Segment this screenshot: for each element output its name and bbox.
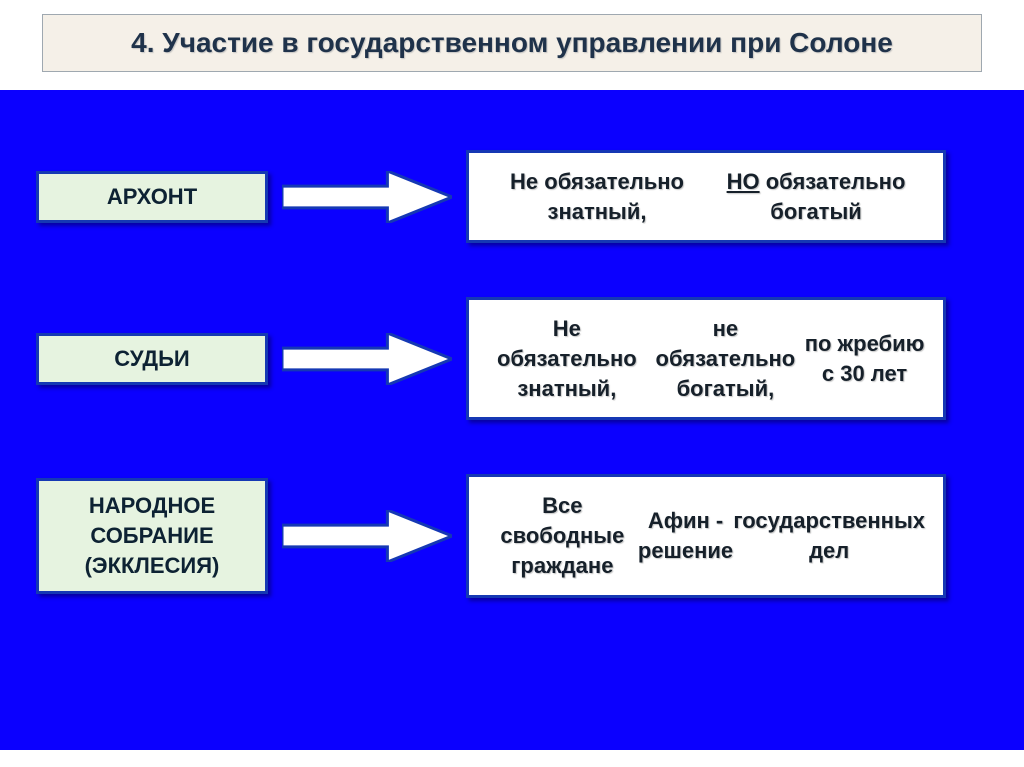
arrow-slot (268, 171, 466, 223)
arrow-icon (282, 171, 452, 223)
arrow-slot (268, 333, 466, 385)
title-box: 4. Участие в государственном управлении … (42, 14, 982, 72)
role-box: АРХОНТ (36, 171, 268, 223)
description-box: Не обязательно знатный,не обязательно бо… (466, 297, 946, 420)
desc-line: Не обязательно знатный, (487, 314, 647, 403)
emphasis-word: НО (727, 169, 760, 194)
desc-line: Все свободные граждане (487, 491, 638, 580)
role-box: НАРОДНОЕ СОБРАНИЕ (ЭККЛЕСИЯ) (36, 478, 268, 593)
desc-line: НО обязательно богатый (707, 167, 925, 226)
diagram-row: НАРОДНОЕ СОБРАНИЕ (ЭККЛЕСИЯ) Все свободн… (36, 474, 988, 597)
diagram-row: СУДЬИ Не обязательно знатный,не обязател… (36, 297, 988, 420)
desc-line: Афин - решение (638, 506, 734, 565)
arrow-icon (282, 510, 452, 562)
description-box: Все свободные гражданеАфин - решениегосу… (466, 474, 946, 597)
desc-line: не обязательно богатый, (647, 314, 804, 403)
diagram-content: АРХОНТ Не обязательно знатный,НО обязате… (0, 90, 1024, 750)
arrow-icon (282, 333, 452, 385)
desc-line: Не обязательно знатный, (487, 167, 707, 226)
role-box: СУДЬИ (36, 333, 268, 385)
desc-line: по жребию с 30 лет (804, 329, 925, 388)
diagram-row: АРХОНТ Не обязательно знатный,НО обязате… (36, 150, 988, 243)
description-box: Не обязательно знатный,НО обязательно бо… (466, 150, 946, 243)
page-title: 4. Участие в государственном управлении … (51, 27, 973, 59)
desc-line: государственных дел (733, 506, 925, 565)
arrow-slot (268, 510, 466, 562)
title-band: 4. Участие в государственном управлении … (0, 0, 1024, 90)
